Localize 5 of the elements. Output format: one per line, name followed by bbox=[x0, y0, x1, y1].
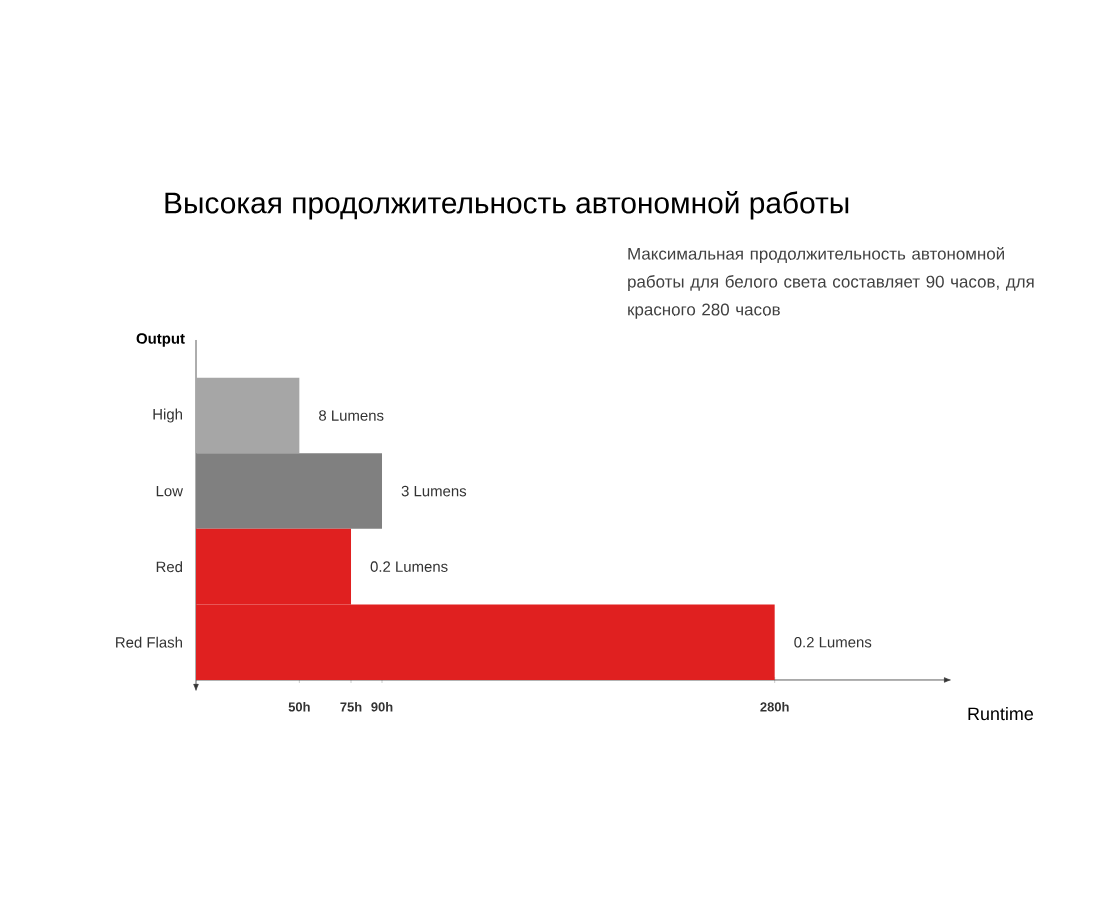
bar bbox=[196, 453, 383, 529]
chart-title: Высокая продолжительность автономной работы bbox=[165, 191, 849, 220]
x-axis-title: Runtime bbox=[968, 707, 1034, 721]
chart-subtitle: Максимальная продолжительность автономной работы для белого света составляет 90 часов, для красного 280 часов bbox=[628, 247, 1034, 319]
bar bbox=[196, 377, 300, 454]
